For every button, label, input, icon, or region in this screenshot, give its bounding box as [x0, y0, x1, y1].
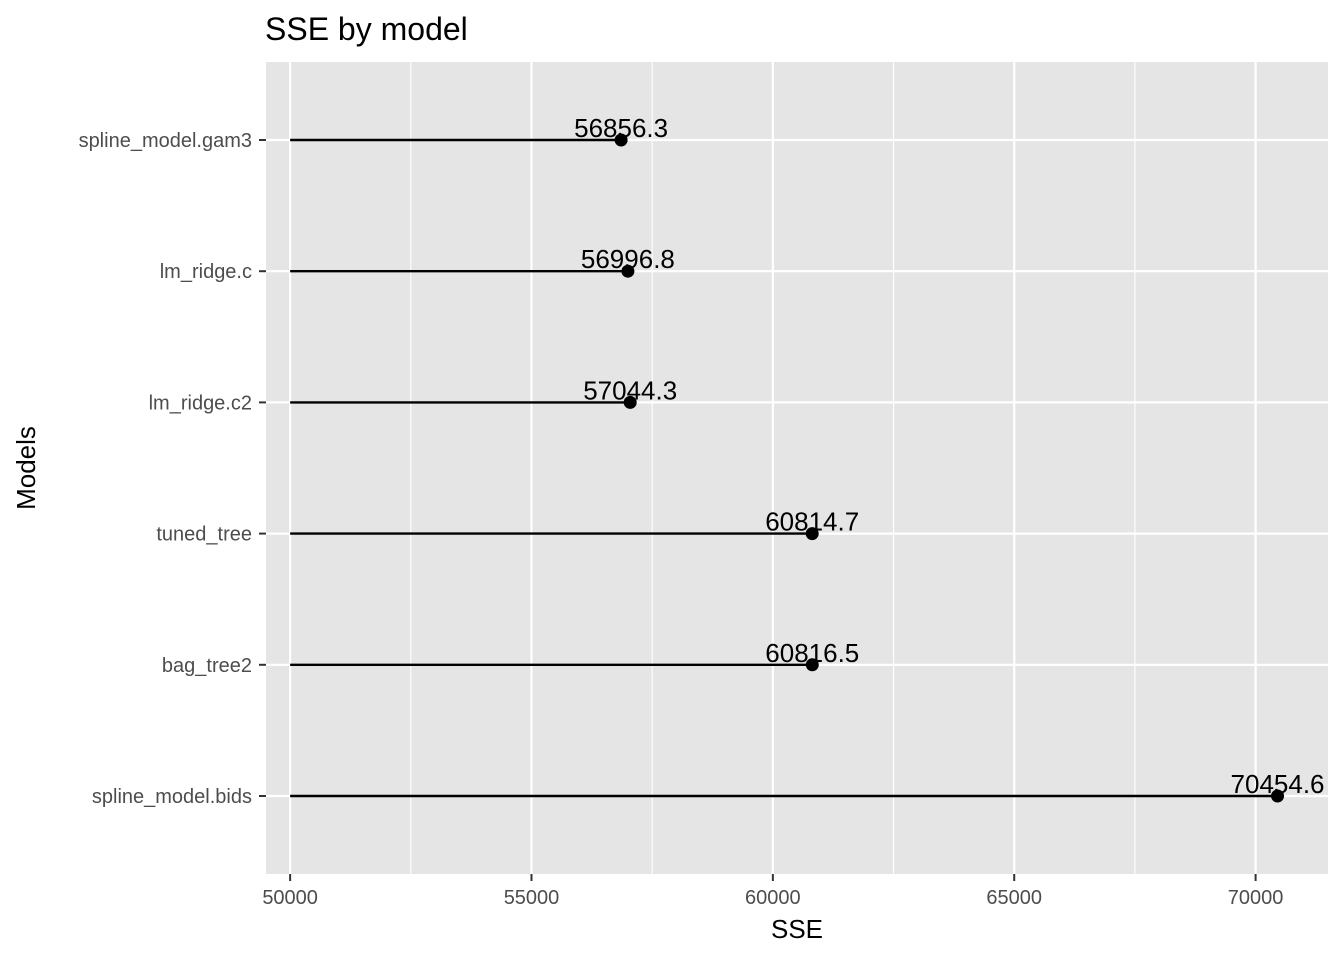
y-tick-label: spline_model.gam3 [79, 130, 252, 152]
x-tick-label: 55000 [504, 887, 560, 909]
data-label: 56856.3 [574, 113, 668, 143]
lollipop-stems [290, 138, 1278, 798]
x-tick-label: 50000 [262, 887, 318, 909]
plot-panel [266, 62, 1328, 874]
data-point [805, 658, 819, 672]
data-label: 60816.5 [765, 638, 859, 668]
x-tick-label: 60000 [745, 887, 801, 909]
data-label: 57044.3 [583, 375, 677, 405]
data-point [623, 395, 637, 409]
lollipop-points [614, 133, 1285, 803]
data-point [805, 527, 819, 541]
data-label: 56996.8 [581, 244, 675, 274]
chart-title: SSE by model [265, 11, 468, 47]
y-tick-label: tuned_tree [156, 524, 252, 546]
minor-gridlines [410, 62, 1136, 874]
data-point [621, 264, 635, 278]
y-tick-label: lm_ridge.c [160, 261, 252, 283]
y-tick-label: spline_model.bids [92, 786, 252, 808]
x-tick-label: 65000 [986, 887, 1042, 909]
x-tick-label: 70000 [1228, 887, 1284, 909]
y-tick-label: bag_tree2 [162, 655, 252, 677]
x-axis: 50000 55000 60000 65000 70000 [262, 874, 1283, 909]
data-label: 70454.6 [1231, 769, 1325, 799]
y-axis-title: Models [11, 426, 41, 510]
y-tick-label: lm_ridge.c2 [149, 392, 252, 414]
data-point [1271, 789, 1285, 803]
data-label: 60814.7 [765, 507, 859, 537]
x-axis-title: SSE [771, 914, 823, 944]
value-labels: 56856.3 56996.8 57044.3 60814.7 60816.5 70454… [574, 113, 1324, 799]
y-axis: spline_model.gam3 lm_ridge.c lm_ridge.c2tu… [79, 130, 266, 808]
data-point [614, 133, 628, 147]
